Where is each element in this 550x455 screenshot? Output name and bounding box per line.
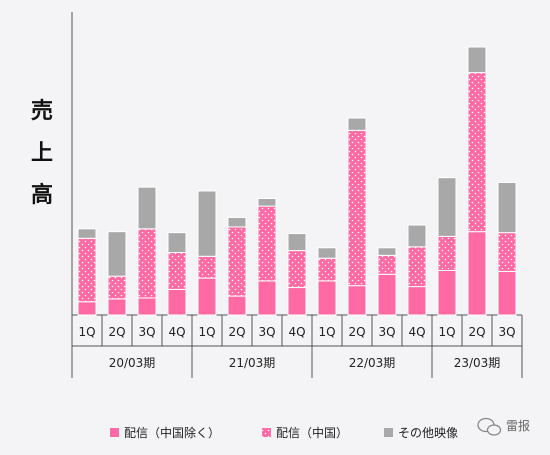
bar-segment (287, 233, 307, 252)
bar-segment (287, 250, 307, 289)
bar-segment (467, 72, 487, 233)
x-tick-label: 2Q (108, 325, 125, 339)
x-tick-label: 3Q (378, 325, 395, 339)
legend-label: その他映像 (398, 426, 458, 440)
bar-segment (437, 235, 457, 271)
bar-segment (437, 269, 457, 316)
bar-segment (317, 257, 337, 282)
bar-segment (437, 177, 457, 237)
bar-segment (377, 254, 397, 275)
bar-segment (257, 280, 277, 316)
bar-segment (197, 255, 217, 279)
group-label: 20/03期 (109, 356, 156, 370)
y-axis-label: 売上高 (31, 98, 53, 208)
x-tick-labels: 1Q 2Q 3Q 4Q 1Q 2Q 3Q 4Q 1Q 2Q 3Q 4Q 1Q 2Q 3Q (78, 325, 515, 339)
bar-segment (347, 285, 367, 316)
group-label: 21/03期 (229, 356, 276, 370)
x-tick-label: 2Q (348, 325, 365, 339)
legend-swatch (262, 428, 271, 437)
bar-segment (407, 246, 427, 288)
y-axis-label-char: 売 (31, 98, 53, 124)
x-tick-label: 1Q (78, 325, 95, 339)
x-tick-label: 1Q (318, 325, 335, 339)
bar-segment (407, 224, 427, 248)
bar-segment (107, 231, 127, 277)
bar-segment (377, 247, 397, 256)
bar-segment (227, 216, 247, 228)
bar-segment (167, 232, 187, 254)
x-tick-label: 3Q (138, 325, 155, 339)
bar-segment (227, 295, 247, 316)
bar-segment (287, 287, 307, 316)
bar-segment (197, 277, 217, 316)
x-tick-label: 1Q (198, 325, 215, 339)
bar-segment (407, 286, 427, 316)
x-tick-label: 2Q (468, 325, 485, 339)
bar-segment (317, 247, 337, 259)
bar-segment (77, 237, 97, 303)
bar-segment (197, 190, 217, 257)
legend-label: 配信（中国） (276, 425, 348, 440)
x-tick-label: 4Q (288, 325, 305, 339)
y-axis-label-char: 上 (31, 141, 53, 166)
x-tick-label: 1Q (438, 325, 455, 339)
x-tick-label: 2Q (228, 325, 245, 339)
bar-segment (317, 280, 337, 316)
watermark: 雷报 (477, 417, 530, 436)
bar-segment (497, 181, 517, 234)
x-tick-label: 3Q (258, 325, 275, 339)
x-tick-label: 4Q (168, 325, 185, 339)
bar-segment (347, 129, 367, 287)
legend-swatch (384, 428, 393, 437)
x-tick-label: 4Q (408, 325, 425, 339)
bar-segment (107, 298, 127, 316)
legend-swatch (110, 428, 119, 437)
legend: 配信（中国除く） 配信（中国） その他映像 (110, 425, 458, 440)
bar-segment (257, 205, 277, 282)
bar-segment (137, 228, 157, 299)
bar-segment (137, 297, 157, 316)
bar-segment (467, 231, 487, 316)
bar-segment (77, 301, 97, 316)
bars (77, 46, 517, 316)
bar-segment (107, 275, 127, 300)
watermark-text: 雷报 (506, 418, 530, 433)
bar-segment (167, 252, 187, 290)
wechat-icon (477, 417, 502, 436)
group-labels: 20/03期 21/03期 22/03期 23/03期 (109, 356, 501, 370)
bar-segment (137, 186, 157, 230)
bar-segment (167, 288, 187, 316)
bar-segment (497, 232, 517, 272)
bar-segment (227, 226, 247, 297)
bar-segment (467, 46, 487, 74)
group-label: 22/03期 (349, 356, 396, 370)
bar-segment (257, 198, 277, 207)
legend-label: 配信（中国除く） (124, 425, 220, 440)
y-axis-label-char: 高 (31, 182, 53, 208)
bar-segment (377, 273, 397, 316)
bar-segment (347, 117, 367, 131)
bar-segment (77, 228, 97, 239)
group-label: 23/03期 (454, 356, 501, 370)
x-tick-label: 3Q (498, 325, 515, 339)
bar-segment (497, 270, 517, 316)
